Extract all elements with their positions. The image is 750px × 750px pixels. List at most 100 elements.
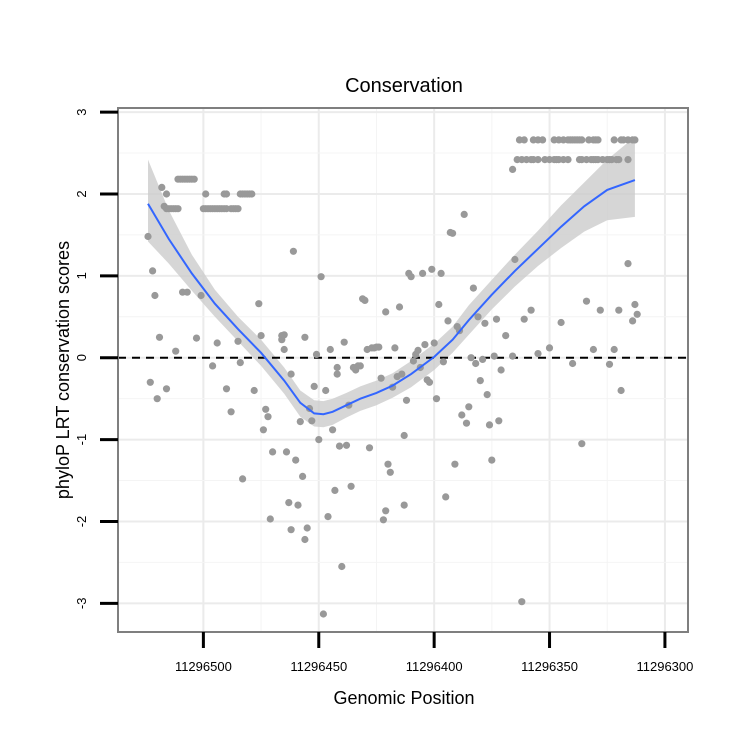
data-point — [356, 362, 364, 370]
data-point — [317, 273, 325, 281]
data-point — [310, 382, 318, 390]
data-point — [236, 359, 244, 367]
data-point — [578, 440, 586, 448]
data-point — [435, 300, 443, 309]
data-point — [511, 255, 519, 264]
data-point — [631, 300, 639, 309]
data-point — [287, 370, 295, 378]
data-point — [340, 338, 348, 346]
data-point — [439, 358, 447, 366]
data-point — [458, 411, 466, 419]
data-point — [375, 343, 383, 351]
data-point — [319, 610, 327, 618]
plot-panel — [117, 107, 689, 633]
data-point — [520, 315, 528, 323]
panel-border — [117, 107, 689, 633]
data-point — [402, 396, 411, 404]
data-point — [395, 303, 404, 311]
data-point — [331, 486, 339, 494]
data-point — [342, 441, 351, 449]
data-point — [520, 136, 528, 144]
data-point — [617, 386, 625, 395]
data-point — [294, 501, 302, 509]
data-point — [610, 345, 618, 354]
x-axis-label: Genomic Position — [333, 688, 474, 708]
data-point — [158, 183, 166, 191]
data-point — [234, 337, 242, 345]
data-point — [338, 562, 346, 571]
data-point — [222, 190, 231, 198]
data-point — [502, 332, 510, 340]
data-point — [414, 346, 422, 354]
data-point — [629, 317, 637, 325]
data-point — [596, 306, 604, 314]
data-point — [192, 334, 201, 342]
data-point — [428, 265, 436, 273]
data-point — [289, 247, 297, 255]
data-point — [391, 344, 399, 352]
data-point — [483, 391, 491, 399]
data-point — [151, 291, 159, 300]
data-point — [479, 355, 487, 363]
data-point — [162, 190, 171, 198]
data-point — [495, 417, 503, 425]
data-point — [308, 417, 316, 425]
x-tick-label: 11296350 — [521, 659, 578, 674]
data-point — [474, 313, 482, 321]
data-point — [384, 460, 392, 468]
data-point — [497, 366, 505, 374]
data-point — [144, 232, 152, 241]
y-tick-label: 1 — [74, 272, 89, 279]
data-point — [315, 436, 323, 444]
data-point — [449, 229, 457, 237]
data-point — [594, 136, 602, 144]
x-tick-label: 11296400 — [406, 659, 463, 674]
data-point — [451, 460, 459, 468]
data-point — [490, 352, 498, 360]
data-point — [407, 273, 415, 281]
y-tick-label: 0 — [74, 354, 89, 361]
data-point — [296, 418, 304, 426]
data-point — [209, 362, 217, 370]
data-point — [430, 339, 438, 347]
data-point — [432, 395, 441, 403]
data-point — [202, 190, 210, 198]
data-point — [183, 288, 191, 296]
data-point — [333, 363, 341, 372]
data-point — [172, 347, 180, 355]
data-point — [301, 535, 309, 544]
y-axis: -3 -2 -1 0 1 2 3 — [74, 108, 118, 609]
data-point — [460, 210, 468, 218]
data-point — [259, 426, 267, 434]
data-point — [605, 360, 614, 368]
data-point — [190, 175, 198, 183]
data-point — [444, 317, 452, 325]
data-point — [262, 405, 270, 413]
data-point — [481, 319, 489, 327]
data-point — [469, 284, 477, 292]
data-point — [382, 308, 390, 316]
smooth-line — [147, 179, 636, 416]
data-point — [508, 165, 517, 173]
data-point — [578, 136, 586, 144]
data-point — [398, 370, 406, 378]
y-tick-label: -3 — [74, 598, 89, 610]
data-point — [382, 507, 390, 515]
data-point — [324, 513, 332, 521]
data-point — [569, 359, 577, 368]
data-point — [282, 448, 291, 456]
data-point — [269, 448, 277, 456]
data-point — [518, 598, 526, 606]
data-point — [492, 315, 501, 323]
data-point — [582, 297, 591, 305]
y-tick-label: 3 — [74, 108, 89, 115]
data-point — [248, 190, 256, 198]
data-point — [425, 378, 434, 386]
data-point — [467, 354, 475, 362]
data-point — [633, 310, 641, 318]
data-point — [303, 524, 311, 532]
data-point — [400, 431, 408, 440]
data-point — [301, 333, 309, 341]
data-point — [539, 136, 547, 144]
